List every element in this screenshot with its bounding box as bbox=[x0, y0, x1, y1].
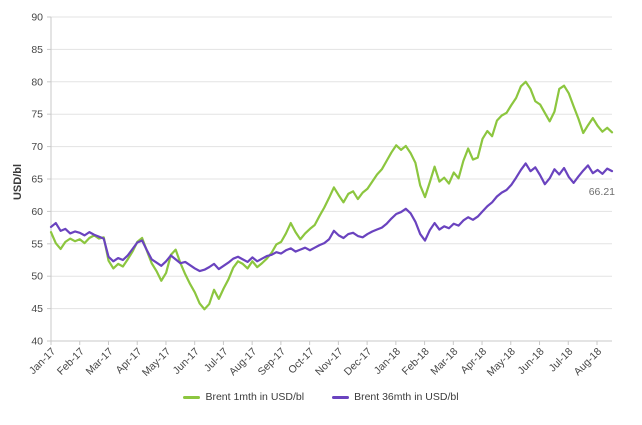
brent-1mth-line bbox=[49, 80, 614, 311]
legend-item-brent-1mth: Brent 1mth in USD/bl bbox=[183, 391, 304, 403]
x-tick-label: Aug-18 bbox=[572, 346, 605, 379]
y-tick-label: 65 bbox=[31, 174, 43, 186]
y-tick-label: 80 bbox=[31, 76, 43, 88]
y-tick-label: 70 bbox=[31, 141, 43, 153]
purple-line-swatch bbox=[332, 395, 350, 399]
x-tick-label: Jun-18 bbox=[515, 346, 546, 377]
x-tick-label: Nov-17 bbox=[313, 346, 346, 379]
legend-label-brent-36mth: Brent 36mth in USD/bl bbox=[354, 391, 459, 403]
y-axis-title: USD/bl bbox=[12, 164, 24, 200]
x-tick-label: May-17 bbox=[140, 346, 173, 379]
x-tick-label: Jan-18 bbox=[372, 346, 403, 377]
y-tick-label: 40 bbox=[31, 336, 43, 348]
x-tick-label: May-18 bbox=[485, 346, 518, 379]
x-tick-label: Feb-17 bbox=[55, 346, 87, 378]
data-series-lines bbox=[49, 80, 614, 311]
chart-legend: Brent 1mth in USD/bl Brent 36mth in USD/… bbox=[0, 391, 642, 403]
x-tick-label: Mar-18 bbox=[428, 346, 460, 378]
y-tick-label: 55 bbox=[31, 238, 43, 250]
x-tick-label: Mar-17 bbox=[84, 346, 116, 378]
y-tick-label: 45 bbox=[31, 303, 43, 315]
y-tick-label: 50 bbox=[31, 271, 43, 283]
legend-label-brent-1mth: Brent 1mth in USD/bl bbox=[205, 391, 305, 403]
y-tick-label: 90 bbox=[31, 12, 43, 24]
x-tick-label: Dec-17 bbox=[342, 346, 375, 379]
x-tick-label: Oct-17 bbox=[286, 346, 317, 377]
axes bbox=[47, 16, 612, 345]
y-tick-label: 75 bbox=[31, 109, 43, 121]
legend-item-brent-36mth: Brent 36mth in USD/bl bbox=[332, 391, 459, 403]
x-tick-label: Jun-17 bbox=[171, 346, 202, 377]
green-line-swatch bbox=[183, 395, 201, 399]
brent-36mth-line bbox=[49, 162, 614, 273]
x-tick-label: Jan-17 bbox=[27, 346, 58, 377]
x-tick-label: Sep-17 bbox=[256, 346, 289, 379]
y-tick-label: 85 bbox=[31, 44, 43, 56]
y-tick-label: 60 bbox=[31, 206, 43, 218]
x-tick-label: Aug-17 bbox=[227, 346, 260, 379]
x-tick-label: Feb-18 bbox=[400, 346, 432, 378]
gridlines bbox=[51, 16, 612, 310]
y-axis-labels: 40 45 50 55 60 65 70 75 80 85 90 bbox=[31, 12, 43, 348]
last-value-label: 66.21 bbox=[588, 186, 615, 198]
